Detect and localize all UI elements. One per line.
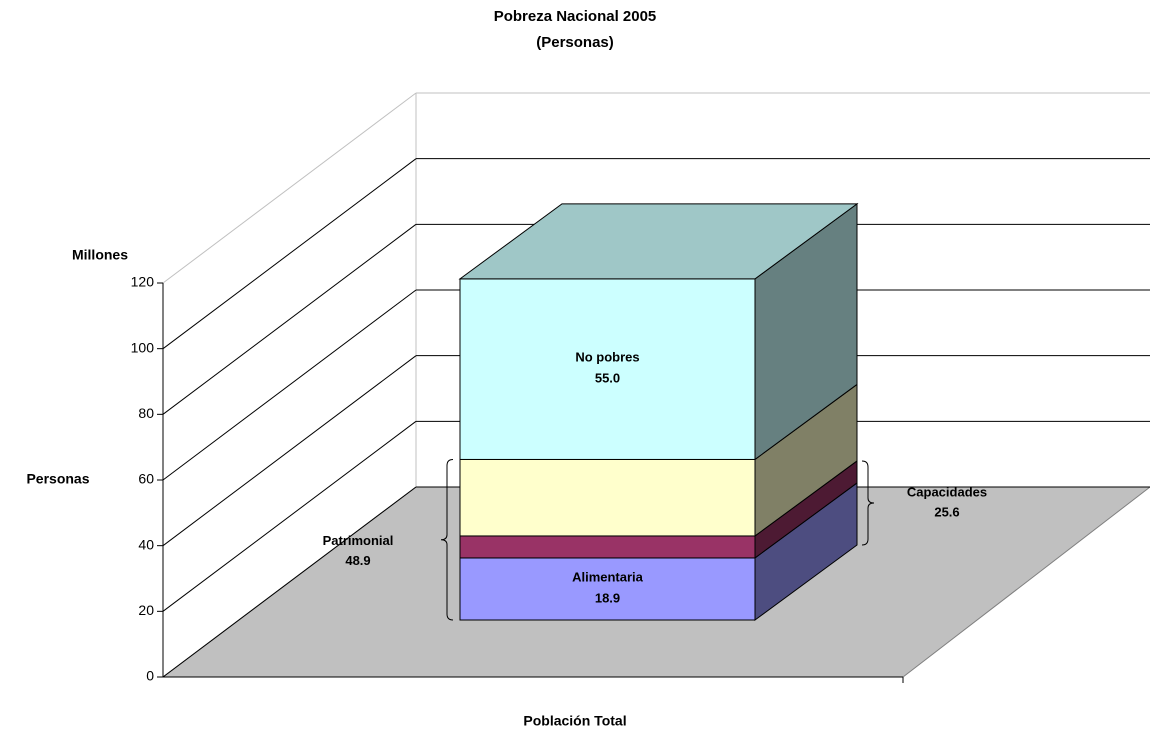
annotation-value: 48.9	[345, 553, 370, 568]
bar	[459, 278, 756, 460]
grid-line	[162, 355, 417, 547]
chart-subtitle: (Personas)	[536, 34, 614, 51]
annotation-label: Capacidades	[907, 484, 987, 499]
y-tick-label: 0	[146, 668, 154, 684]
bracket	[440, 458, 454, 621]
y-tick-label: 100	[131, 339, 155, 355]
x-axis-label: Población Total	[523, 713, 626, 729]
grid-line	[162, 420, 417, 612]
y-tick-label: 80	[138, 405, 154, 421]
data-label: 18.9	[595, 590, 620, 605]
grid-line	[162, 223, 417, 415]
y-tick-label: 20	[138, 602, 154, 618]
bar	[459, 535, 756, 559]
annotation-value: 25.6	[934, 504, 959, 519]
grid-line	[162, 289, 417, 481]
bar	[459, 557, 756, 621]
bar	[459, 458, 756, 537]
grid-line	[162, 486, 417, 678]
data-label: Alimentaria	[572, 569, 644, 584]
y-tick-label: 120	[131, 274, 155, 290]
data-label: 55.0	[595, 371, 620, 386]
y-axis-unit: Millones	[72, 247, 128, 263]
y-tick-label: 40	[138, 536, 154, 552]
annotation-label: Patrimonial	[323, 533, 394, 548]
data-label: No pobres	[575, 350, 639, 365]
bracket	[861, 460, 875, 546]
y-tick-label: 60	[138, 471, 154, 487]
y-axis-label: Personas	[26, 471, 89, 487]
bar-top	[458, 203, 859, 280]
chart-title: Pobreza Nacional 2005	[494, 8, 657, 25]
grid-line	[162, 158, 417, 350]
grid-line	[162, 92, 417, 284]
